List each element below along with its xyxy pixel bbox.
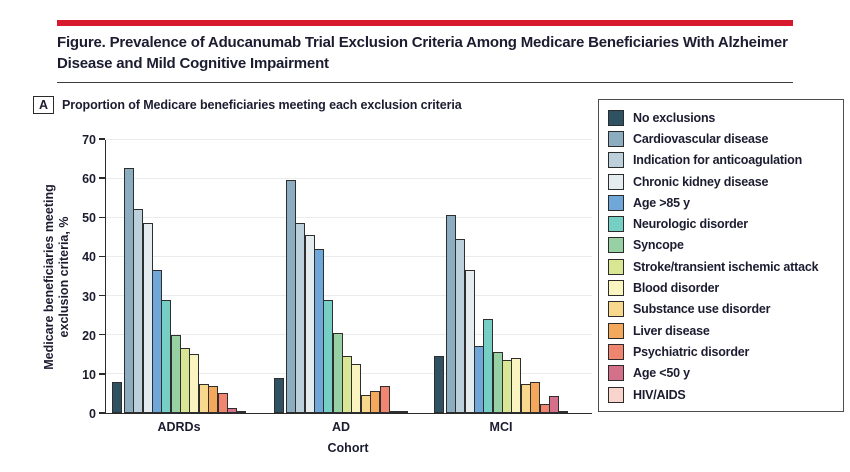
legend-item-label: Indication for anticoagulation [633,153,803,168]
gridline-70 [106,138,592,140]
legend-item: Liver disease [608,320,837,341]
y-tick-mark-60 [99,177,105,179]
bar-mci-no-exclusions [434,356,444,413]
legend-item-label: Psychiatric disorder [633,344,750,359]
legend-item-label: Liver disease [633,323,710,338]
gridline-30 [106,295,592,297]
chart-legend: No exclusions Cardiovascular disease Indic… [598,99,844,412]
bar-ad-no-exclusions [274,377,284,413]
bar-mci-age-50-y [548,396,559,413]
legend-item-label: Stroke/transient ischemic attack [633,259,819,274]
legend-item: No exclusions [608,107,837,128]
y-tick-label-10: 10 [82,367,96,382]
legend-swatch [608,237,624,254]
y-tick-mark-50 [99,216,105,219]
bar-adrds-no-exclusions [112,381,122,413]
legend-item-label: Syncope [633,238,684,253]
legend-item-label: Substance use disorder [633,302,771,317]
bar-adrds-psychiatric-disorder [217,393,228,413]
legend-swatch [608,365,624,382]
bar-chart-plot-area: Cohort 0 10 20 30 40 50 60 70 ADRDs AD MCI [82,133,592,455]
y-tick-label-20: 20 [82,328,96,343]
legend-item: HIV/AIDS [608,384,837,405]
y-tick-label-70: 70 [82,133,96,147]
bar-adrds-blood-disorder [189,354,200,413]
x-category-label-adrds: ADRDs [157,420,201,434]
legend-item-label: Age >85 y [633,195,690,210]
legend-swatch [608,216,624,233]
legend-swatch [608,301,624,318]
legend-item: Age <50 y [608,363,837,384]
legend-swatch [608,109,624,126]
jama-red-rule [57,20,793,26]
figure-title: Figure. Prevalence of Aducanumab Trial E… [57,34,788,72]
legend-item-label: Blood disorder [633,281,720,296]
gridline-20 [106,334,592,336]
y-tick-label-0: 0 [89,407,96,421]
bar-ad-hiv-aids [398,411,409,413]
bar-mci-liver-disease [530,381,541,413]
bar-ad-psychiatric-disorder [379,385,390,413]
title-divider [57,82,793,83]
y-tick-mark-30 [99,294,105,297]
y-tick-label-50: 50 [82,211,96,226]
legend-item-label: Cardiovascular disease [633,131,769,146]
legend-swatch [608,280,624,297]
legend-item-label: Age <50 y [633,366,690,381]
y-tick-mark-20 [99,333,105,336]
legend-item-label: HIV/AIDS [633,387,686,402]
y-tick-label-60: 60 [82,172,96,187]
legend-item: Stroke/transient ischemic attack [608,256,837,277]
y-axis-title-line: Medicare beneficiaries meeting [42,184,56,370]
legend-swatch [608,258,624,275]
legend-item: Syncope [608,235,837,256]
legend-item: Psychiatric disorder [608,341,837,362]
panel-label-box: A [33,96,54,114]
y-tick-label-30: 30 [82,289,96,304]
bar-ad-blood-disorder [351,364,362,413]
gridline-50 [106,216,592,218]
bar-mci-hiv-aids [558,411,569,413]
legend-item-label: Chronic kidney disease [633,174,769,189]
bar-mci-chronic-kidney-disease [464,270,475,413]
legend-item: Age >85 y [608,192,837,213]
legend-item: Blood disorder [608,277,837,298]
legend-item-label: Neurologic disorder [633,217,748,232]
panel-caption: Proportion of Medicare beneficiaries mee… [62,98,462,112]
bar-adrds-age-50-y [226,408,237,413]
bar-adrds-hiv-aids [236,411,247,413]
x-axis-title: Cohort [327,441,369,455]
y-tick-label-40: 40 [82,250,96,265]
legend-swatch [608,343,624,360]
legend-swatch [608,173,624,190]
x-category-label-ad: AD [331,420,351,434]
x-category-label-mci: MCI [489,420,513,434]
legend-swatch [608,194,624,211]
legend-swatch [608,152,624,169]
legend-swatch [608,130,624,147]
gridline-60 [106,177,592,179]
legend-item: Neurologic disorder [608,213,837,234]
legend-item: Indication for anticoagulation [608,150,837,171]
legend-swatch [608,322,624,339]
legend-item: Substance use disorder [608,299,837,320]
y-tick-mark-0 [99,412,105,414]
legend-item-label: No exclusions [633,110,716,125]
y-tick-mark-40 [99,255,105,258]
legend-swatch [608,386,624,403]
legend-item: Cardiovascular disease [608,128,837,149]
y-tick-mark-70 [99,138,105,140]
legend-item: Chronic kidney disease [608,171,837,192]
gridline-40 [106,255,592,257]
y-tick-mark-10 [99,373,105,375]
